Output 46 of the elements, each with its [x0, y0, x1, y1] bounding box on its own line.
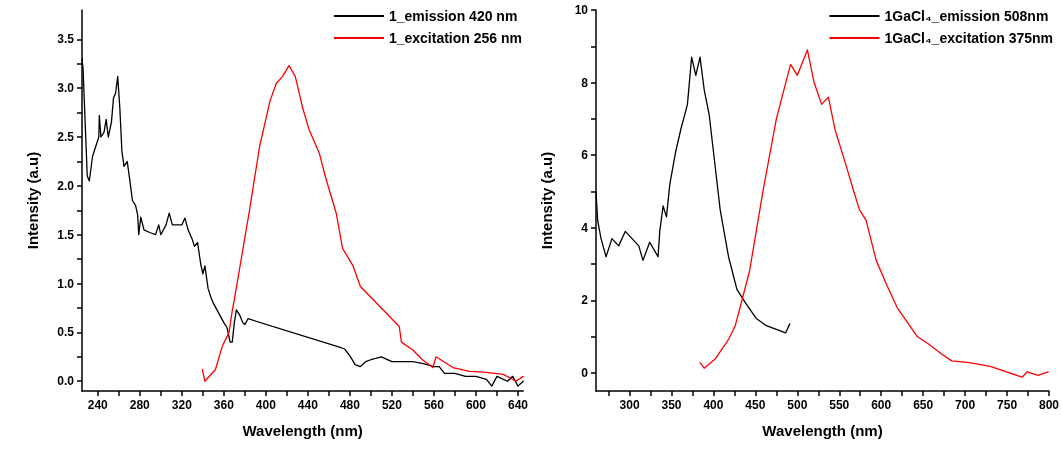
- x-tick-label: 440: [297, 398, 319, 412]
- legend-label: 1_excitation 256 nm: [388, 30, 522, 46]
- y-tick-label: 1.0: [57, 276, 75, 291]
- y-tick-label: 2: [581, 293, 589, 308]
- x-tick-label: 240: [87, 398, 109, 412]
- y-tick-label: 3.5: [57, 32, 75, 47]
- legend-label: 1GaCl₄_emission 508nm: [884, 8, 1049, 24]
- x-tick-label: 360: [213, 398, 235, 412]
- y-tick-label: 8: [581, 75, 589, 90]
- x-tick-label: 500: [787, 398, 808, 412]
- x-tick-label: 700: [955, 398, 976, 412]
- x-tick-label: 800: [1038, 398, 1060, 412]
- x-axis-title: Wavelength (nm): [762, 422, 883, 439]
- x-tick-label: 450: [745, 398, 766, 412]
- x-axis-title: Wavelength (nm): [242, 422, 363, 439]
- y-tick-label: 10: [574, 3, 589, 17]
- x-tick-label: 520: [381, 398, 403, 412]
- y-tick-label: 0: [581, 365, 589, 380]
- x-tick-label: 400: [255, 398, 277, 412]
- y-axis-title: Intensity (a.u): [538, 151, 555, 250]
- legend-label: 1GaCl₄_excitation 375nm: [884, 30, 1054, 46]
- y-tick-label: 0.5: [57, 325, 75, 340]
- x-tick-label: 350: [661, 398, 682, 412]
- x-tick-label: 550: [829, 398, 850, 412]
- x-tick-label: 300: [619, 398, 640, 412]
- y-tick-label: 2.0: [57, 178, 75, 193]
- x-tick-label: 650: [913, 398, 934, 412]
- x-tick-label: 600: [871, 398, 892, 412]
- x-tick-label: 280: [129, 398, 151, 412]
- x-tick-label: 320: [171, 398, 193, 412]
- x-tick-label: 480: [339, 398, 361, 412]
- y-tick-label: 4: [581, 220, 589, 235]
- y-tick-label: 1.5: [57, 227, 75, 242]
- y-tick-label: 2.5: [57, 130, 75, 144]
- x-tick-label: 640: [507, 398, 529, 412]
- x-tick-label: 600: [465, 398, 487, 412]
- y-tick-label: 3.0: [57, 81, 75, 96]
- y-axis-title: Intensity (a.u): [24, 151, 41, 250]
- line-series: [699, 49, 1049, 378]
- line-series: [201, 65, 524, 382]
- x-tick-label: 750: [997, 398, 1018, 412]
- y-tick-label: 6: [581, 148, 589, 163]
- x-tick-label: 560: [423, 398, 445, 412]
- y-tick-label: 0.0: [57, 374, 75, 389]
- x-tick-label: 400: [703, 398, 724, 412]
- legend-label: 1_emission 420 nm: [388, 8, 518, 24]
